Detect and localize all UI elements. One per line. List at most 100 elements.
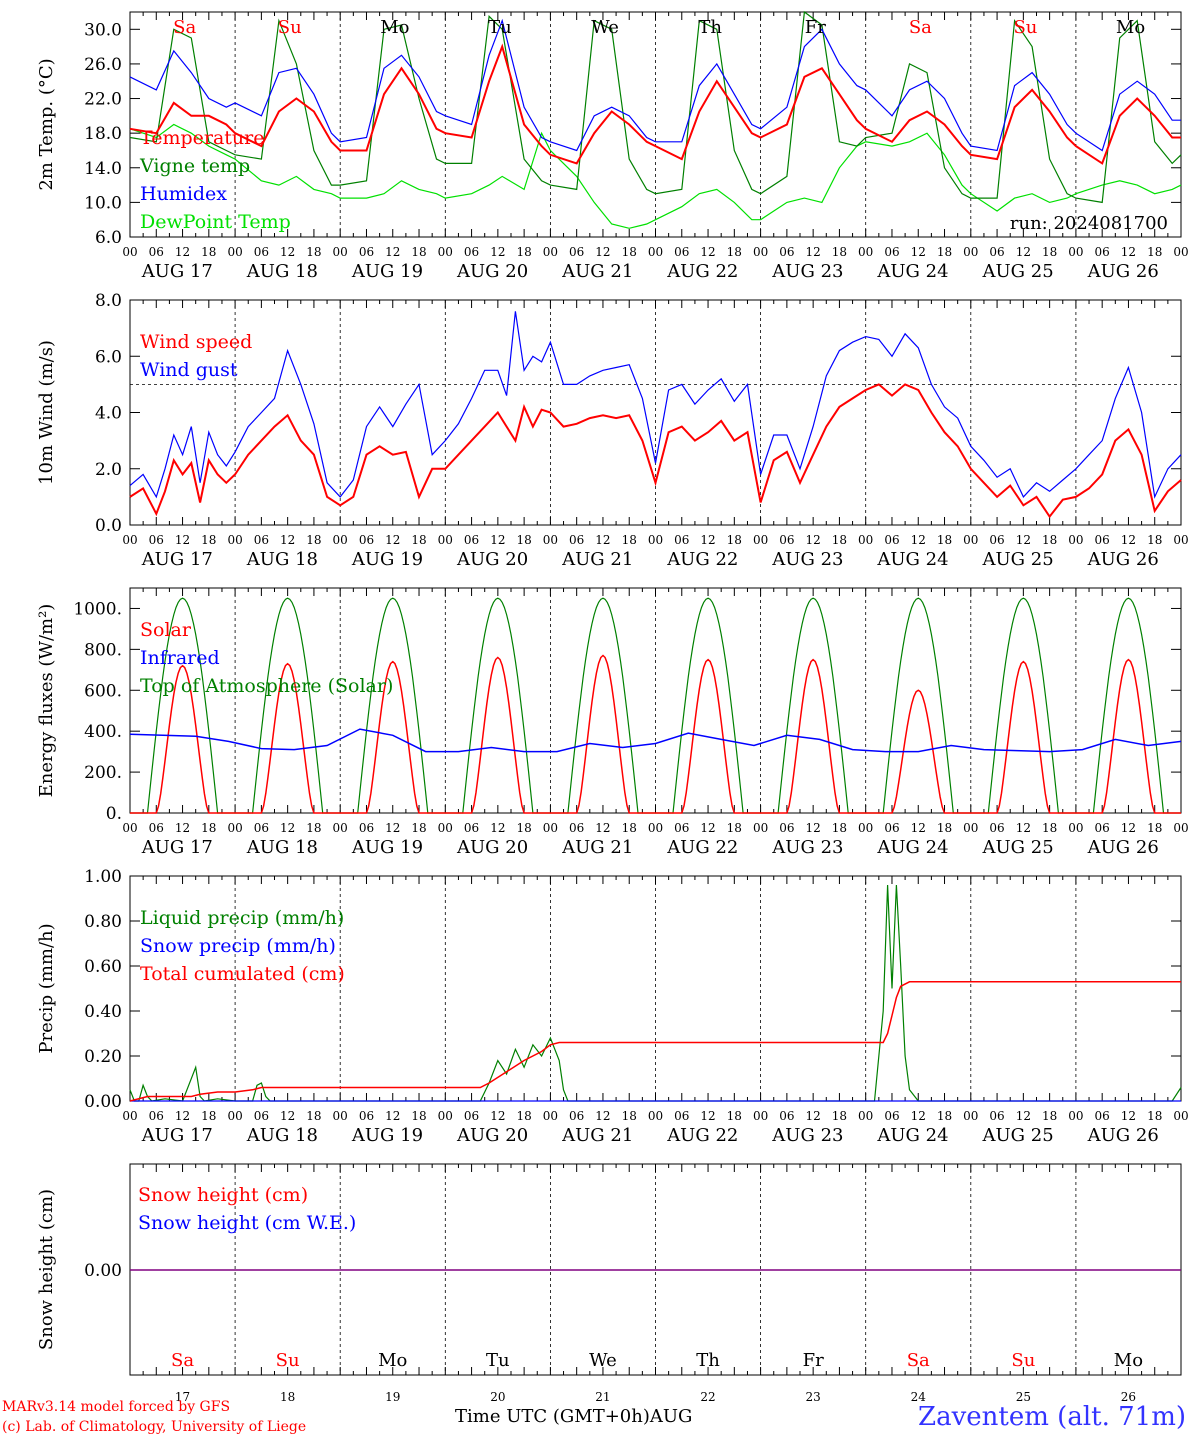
hour-tick-label: 00 bbox=[1173, 1109, 1188, 1123]
hour-tick-label: 18 bbox=[622, 533, 637, 547]
series-dewpoint-temp-line bbox=[129, 123, 1182, 229]
hour-tick-label: 12 bbox=[911, 245, 926, 259]
date-label: AUG 18 bbox=[246, 261, 318, 282]
hour-tick-label: 18 bbox=[937, 533, 952, 547]
hour-tick-label: 06 bbox=[989, 245, 1004, 259]
hour-tick-label: 18 bbox=[516, 533, 531, 547]
hour-tick-label: 12 bbox=[490, 821, 505, 835]
hour-tick-label: 18 bbox=[622, 245, 637, 259]
hour-tick-label: 18 bbox=[1147, 245, 1162, 259]
hour-tick-label: 12 bbox=[700, 821, 715, 835]
hour-tick-label: 00 bbox=[1068, 821, 1083, 835]
weekday-label: Fr bbox=[803, 1350, 824, 1371]
hour-tick-label: 12 bbox=[385, 245, 400, 259]
date-label: AUG 22 bbox=[666, 837, 738, 858]
hour-tick-label: 06 bbox=[884, 821, 899, 835]
hour-tick-label: 00 bbox=[333, 821, 348, 835]
series-vigne-temp-line bbox=[129, 10, 1182, 204]
hour-tick-label: 00 bbox=[333, 1109, 348, 1123]
date-label: AUG 20 bbox=[456, 261, 528, 282]
hour-tick-label: 12 bbox=[911, 533, 926, 547]
hour-tick-label: 00 bbox=[1068, 1109, 1083, 1123]
hour-tick-label: 18 bbox=[622, 821, 637, 835]
hour-tick-label: 12 bbox=[1016, 245, 1031, 259]
y-tick-label: 30.0 bbox=[84, 20, 122, 40]
hour-tick-label: 18 bbox=[411, 821, 426, 835]
date-label: AUG 19 bbox=[351, 261, 423, 282]
hour-tick-label: 00 bbox=[1173, 533, 1188, 547]
legend-entry: Total cumulated (cm) bbox=[140, 963, 345, 985]
hour-tick-label: 12 bbox=[1016, 821, 1031, 835]
legend-entry: Wind gust bbox=[140, 359, 238, 381]
date-label: AUG 17 bbox=[141, 1125, 213, 1146]
hour-tick-label: 12 bbox=[175, 1109, 190, 1123]
date-label: AUG 25 bbox=[982, 837, 1054, 858]
y-tick-label: 0.60 bbox=[84, 957, 122, 977]
day-number-label: 18 bbox=[280, 1390, 295, 1404]
hour-tick-label: 00 bbox=[1173, 245, 1188, 259]
y-tick-label: 400. bbox=[84, 722, 122, 742]
day-number-label: 21 bbox=[595, 1390, 610, 1404]
hour-tick-label: 12 bbox=[280, 533, 295, 547]
hour-tick-label: 06 bbox=[359, 533, 374, 547]
series-liquid-precip-mm-h-line bbox=[129, 884, 1182, 1102]
y-tick-label: 26.0 bbox=[84, 55, 122, 75]
date-label: AUG 23 bbox=[771, 1125, 843, 1146]
series-temperature-line bbox=[129, 43, 1181, 165]
hour-tick-label: 00 bbox=[753, 1109, 768, 1123]
hour-tick-label: 06 bbox=[359, 1109, 374, 1123]
hour-tick-label: 00 bbox=[858, 821, 873, 835]
hour-tick-label: 18 bbox=[832, 821, 847, 835]
hour-tick-label: 12 bbox=[700, 1109, 715, 1123]
y-tick-label: 0. bbox=[106, 804, 122, 824]
date-label: AUG 23 bbox=[771, 837, 843, 858]
hour-tick-label: 18 bbox=[306, 821, 321, 835]
hour-tick-label: 12 bbox=[806, 1109, 821, 1123]
hour-tick-label: 06 bbox=[359, 245, 374, 259]
hour-tick-label: 12 bbox=[700, 245, 715, 259]
hour-tick-label: 12 bbox=[175, 533, 190, 547]
hour-tick-label: 06 bbox=[359, 821, 374, 835]
hour-tick-label: 12 bbox=[490, 533, 505, 547]
day-number-label: 26 bbox=[1121, 1390, 1136, 1404]
hour-tick-label: 12 bbox=[806, 533, 821, 547]
date-label: AUG 24 bbox=[876, 261, 948, 282]
legend-entry: Solar bbox=[140, 619, 192, 641]
model-credit-text: MARv3.14 model forced by GFS bbox=[2, 1399, 231, 1415]
y-tick-label: 18.0 bbox=[84, 124, 122, 144]
hour-tick-label: 12 bbox=[280, 1109, 295, 1123]
y-tick-label: 800. bbox=[84, 640, 122, 660]
hour-tick-label: 00 bbox=[333, 533, 348, 547]
hour-tick-label: 18 bbox=[201, 533, 216, 547]
day-number-label: 24 bbox=[911, 1390, 927, 1404]
weekday-label: Sa bbox=[173, 17, 196, 38]
date-label: AUG 20 bbox=[456, 549, 528, 570]
series-wind-speed-line bbox=[129, 383, 1182, 519]
hour-tick-label: 06 bbox=[989, 533, 1004, 547]
hour-tick-label: 18 bbox=[411, 245, 426, 259]
hour-tick-label: 12 bbox=[806, 821, 821, 835]
weekday-label: Su bbox=[276, 1350, 300, 1371]
date-label: AUG 22 bbox=[666, 1125, 738, 1146]
y-tick-label: 0.0 bbox=[95, 516, 122, 536]
date-label: AUG 24 bbox=[876, 1125, 948, 1146]
date-label: AUG 17 bbox=[141, 549, 213, 570]
hour-tick-label: 00 bbox=[438, 533, 453, 547]
hour-tick-label: 00 bbox=[963, 245, 978, 259]
y-tick-label: 1000. bbox=[73, 599, 122, 619]
hour-tick-label: 00 bbox=[648, 245, 663, 259]
hour-tick-label: 06 bbox=[464, 821, 479, 835]
hour-tick-label: 06 bbox=[989, 1109, 1004, 1123]
weekday-label: Sa bbox=[171, 1350, 194, 1371]
panel-1-ylabel: 10m Wind (m/s) bbox=[36, 340, 57, 485]
hour-tick-label: 06 bbox=[779, 1109, 794, 1123]
weekday-label: Su bbox=[278, 17, 302, 38]
weekday-label: Mo bbox=[1116, 17, 1145, 38]
legend-entry: Temperature bbox=[140, 127, 264, 149]
weekday-label: Sa bbox=[909, 17, 932, 38]
hour-tick-label: 12 bbox=[806, 245, 821, 259]
y-tick-label: 14.0 bbox=[84, 159, 122, 179]
hour-tick-label: 06 bbox=[1095, 821, 1110, 835]
date-label: AUG 18 bbox=[246, 1125, 318, 1146]
panel-0-frame bbox=[129, 11, 1182, 238]
